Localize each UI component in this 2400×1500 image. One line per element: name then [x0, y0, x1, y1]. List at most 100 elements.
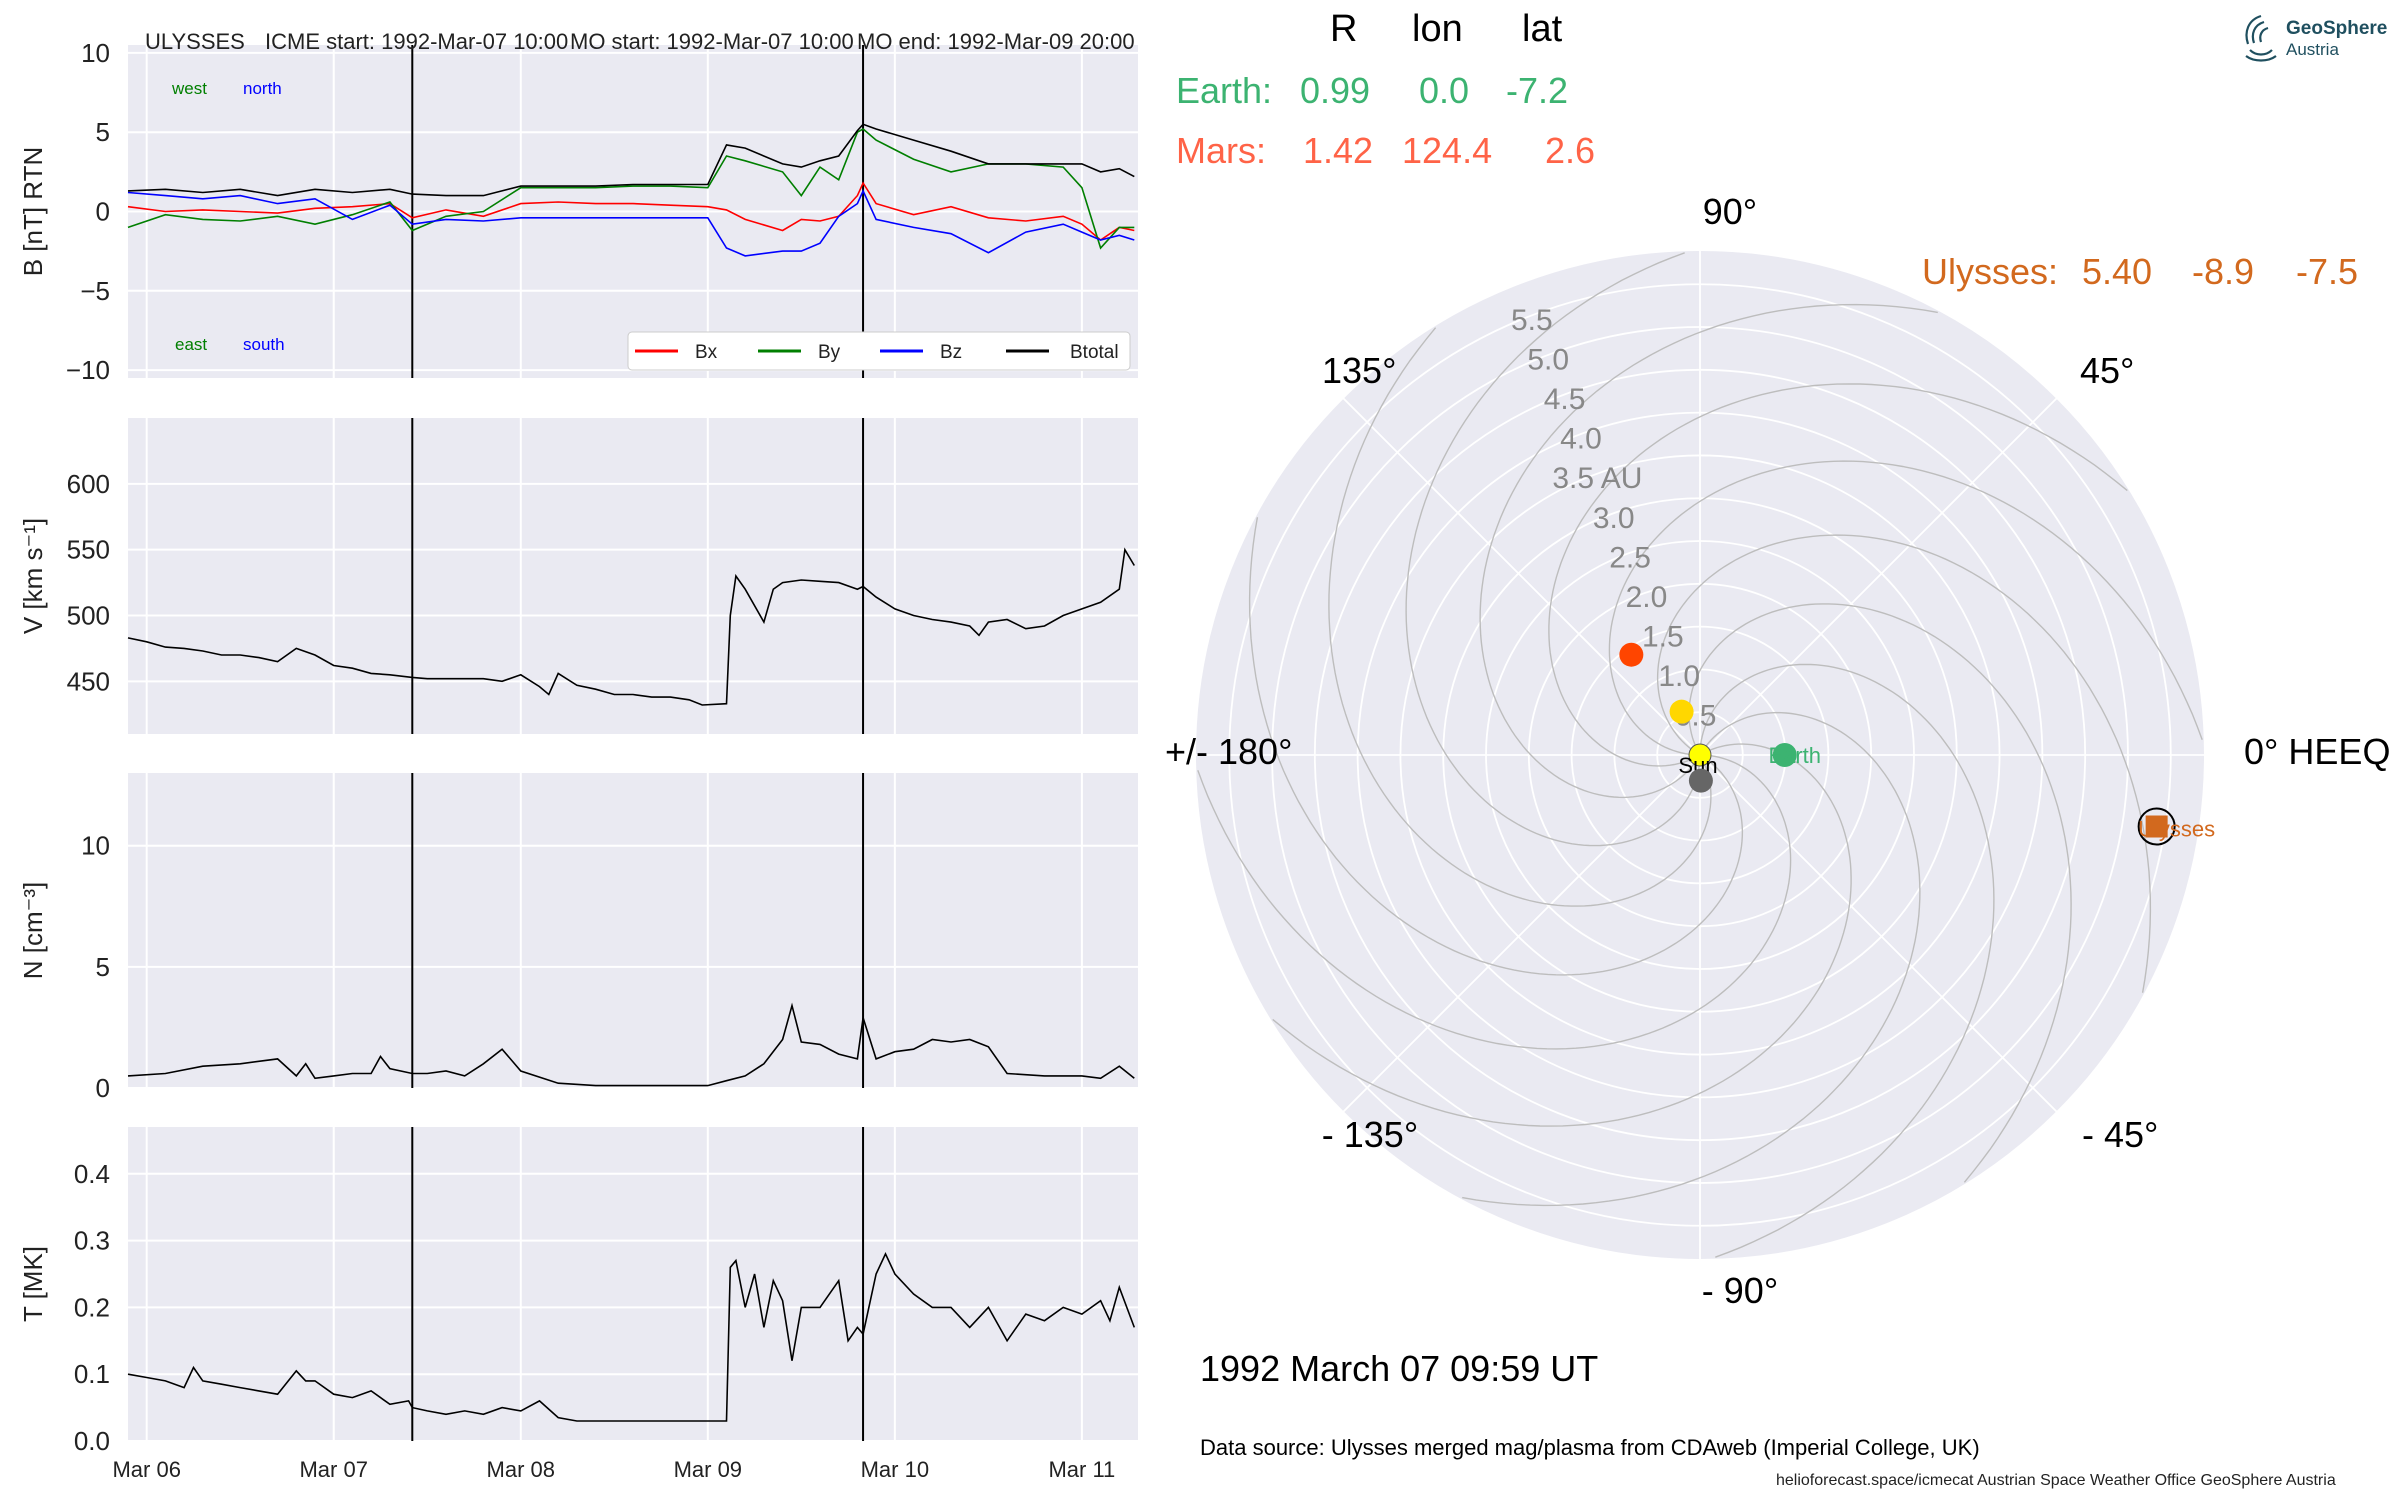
angle-label: 0° HEEQ: [2244, 731, 2390, 772]
radial-tick-label: 2.0: [1626, 581, 1668, 614]
parker-spiral-line: [1548, 383, 2128, 767]
series-line-t: [127, 1252, 1136, 1422]
parker-spiral-line: [1688, 603, 2072, 1183]
mars-row-lat: 2.6: [1545, 130, 1596, 171]
radial-tick-label: 3.5 AU: [1552, 462, 1642, 495]
y-tick-label: 0: [96, 197, 110, 227]
angle-label: 90°: [1703, 191, 1757, 232]
radial-tick-label: 3.0: [1593, 502, 1635, 535]
radial-tick-label: 4.5: [1544, 383, 1586, 416]
y-tick-label: 0.0: [74, 1426, 110, 1456]
annotation-south: south: [243, 335, 285, 354]
panel-speed: 600 550 500 450 V [km s⁻¹]: [18, 418, 1138, 734]
polar-outer-ring: [1194, 249, 2206, 1261]
earth-label: Earth: [1768, 743, 1821, 768]
parker-spiral-line: [1656, 534, 2152, 993]
earth-marker: [1772, 743, 1797, 767]
y-tick-label: 5: [96, 117, 110, 147]
x-tick-label: Mar 08: [487, 1457, 555, 1482]
earth-row-lat: -7.2: [1506, 70, 1569, 111]
annotation-east: east: [175, 335, 207, 354]
y-tick-label: 600: [67, 469, 110, 499]
y-tick-label: 0.2: [74, 1292, 110, 1322]
angular-gridline: [1699, 754, 2058, 1113]
x-tick-label: Mar 09: [674, 1457, 742, 1482]
parker-spiral-line: [1197, 754, 1792, 1050]
panel-background: [128, 418, 1138, 734]
legend-label: By: [818, 342, 841, 363]
angular-gridline: [1342, 754, 1701, 1113]
body-marker: [1688, 768, 1713, 793]
y-tick-label: 10: [81, 831, 110, 861]
y-tick-label: 5: [96, 952, 110, 982]
panel-background: [128, 1127, 1138, 1441]
mars-row-r: 1.42: [1303, 130, 1374, 171]
mars-row-name: Mars:: [1176, 130, 1266, 171]
polar-orbit-plot: 90° 45° 0° HEEQ - 45° - 90° - 135° +/- 180° 135…: [1165, 191, 2390, 1311]
parker-spiral-line: [1462, 711, 1921, 1207]
date-text: 1992 March 07 09:59 UT: [1200, 1348, 1599, 1389]
x-tick-label: Mar 06: [112, 1457, 180, 1482]
radial-tick-label: 4.0: [1560, 423, 1602, 456]
legend-label: Bx: [695, 342, 718, 363]
geosphere-logo: GeoSphere Austria: [2238, 12, 2388, 64]
table-col-r: R: [1330, 8, 1358, 50]
panel-density: 10 5 0 N [cm⁻³]: [18, 773, 1138, 1103]
table-col-lon: lon: [1412, 8, 1463, 50]
y-tick-label: 500: [67, 601, 110, 631]
parker-spiral-line: [1479, 303, 1938, 799]
parker-spiral-line: [1405, 252, 1701, 847]
x-tick-label: Mar 10: [861, 1457, 929, 1482]
legend-label: Btotal: [1070, 342, 1119, 363]
table-col-lat: lat: [1522, 8, 1563, 50]
earth-row-name: Earth:: [1176, 70, 1273, 111]
header-icme-start: ICME start: 1992-Mar-07 10:00: [265, 29, 569, 54]
header-spacecraft: ULYSSES: [145, 29, 245, 54]
radial-tick-label: 1.5: [1642, 620, 1684, 653]
earth-row-lon: 0.0: [1419, 70, 1470, 111]
angular-gridline: [1342, 397, 1701, 756]
y-tick-label: 550: [67, 535, 110, 565]
angle-label: 135°: [1322, 350, 1396, 391]
data-source-text: Data source: Ulysses merged mag/plasma f…: [1200, 1435, 1980, 1460]
ulysses-row-name: Ulysses:: [1922, 251, 2059, 292]
angle-label: 45°: [2080, 350, 2134, 391]
radial-tick-label: 2.5: [1609, 541, 1651, 574]
ulysses-label: Ulysses: [2138, 817, 2215, 842]
radial-tick-label: 1.0: [1658, 660, 1700, 693]
y-axis-label: B [nT] RTN: [18, 147, 48, 277]
x-tick-label: Mar 11: [1048, 1457, 1115, 1482]
annotation-west: west: [171, 79, 207, 98]
ulysses-row-r: 5.40: [2082, 251, 2153, 292]
mars-row-lon: 124.4: [1402, 130, 1493, 171]
y-tick-label: 10: [81, 38, 110, 68]
earth-row-r: 0.99: [1300, 70, 1371, 111]
mars-marker: [1619, 642, 1644, 667]
parker-spiral-line: [1328, 327, 1712, 907]
angle-label: - 90°: [1702, 1270, 1778, 1311]
y-tick-label: 0: [96, 1073, 110, 1103]
y-axis-label: V [km s⁻¹]: [18, 518, 48, 634]
angular-gridline: [1699, 397, 2058, 756]
ulysses-marker-ring: [2137, 807, 2176, 846]
angle-label: +/- 180°: [1165, 731, 1292, 772]
y-tick-label: −10: [66, 355, 110, 385]
logo-line-1: GeoSphere: [2286, 18, 2388, 39]
header-mo-start: MO start: 1992-Mar-07 10:00: [570, 29, 854, 54]
y-tick-label: −5: [80, 276, 110, 306]
header-mo-end: MO end: 1992-Mar-09 20:00: [857, 29, 1135, 54]
y-axis-label: T [MK]: [18, 1246, 48, 1322]
geosphere-logo-icon: [2245, 14, 2277, 62]
sun-marker: [1688, 743, 1712, 767]
series-line-bx: [127, 181, 1135, 242]
y-tick-label: 0.4: [74, 1159, 110, 1189]
y-axis-label: N [cm⁻³]: [18, 882, 48, 980]
series-line-n: [127, 1002, 1135, 1087]
angle-label: - 45°: [2082, 1114, 2158, 1155]
legend-box: [627, 331, 1131, 371]
parker-spiral-line: [1608, 460, 2203, 756]
series-line-btotal: [127, 123, 1135, 197]
